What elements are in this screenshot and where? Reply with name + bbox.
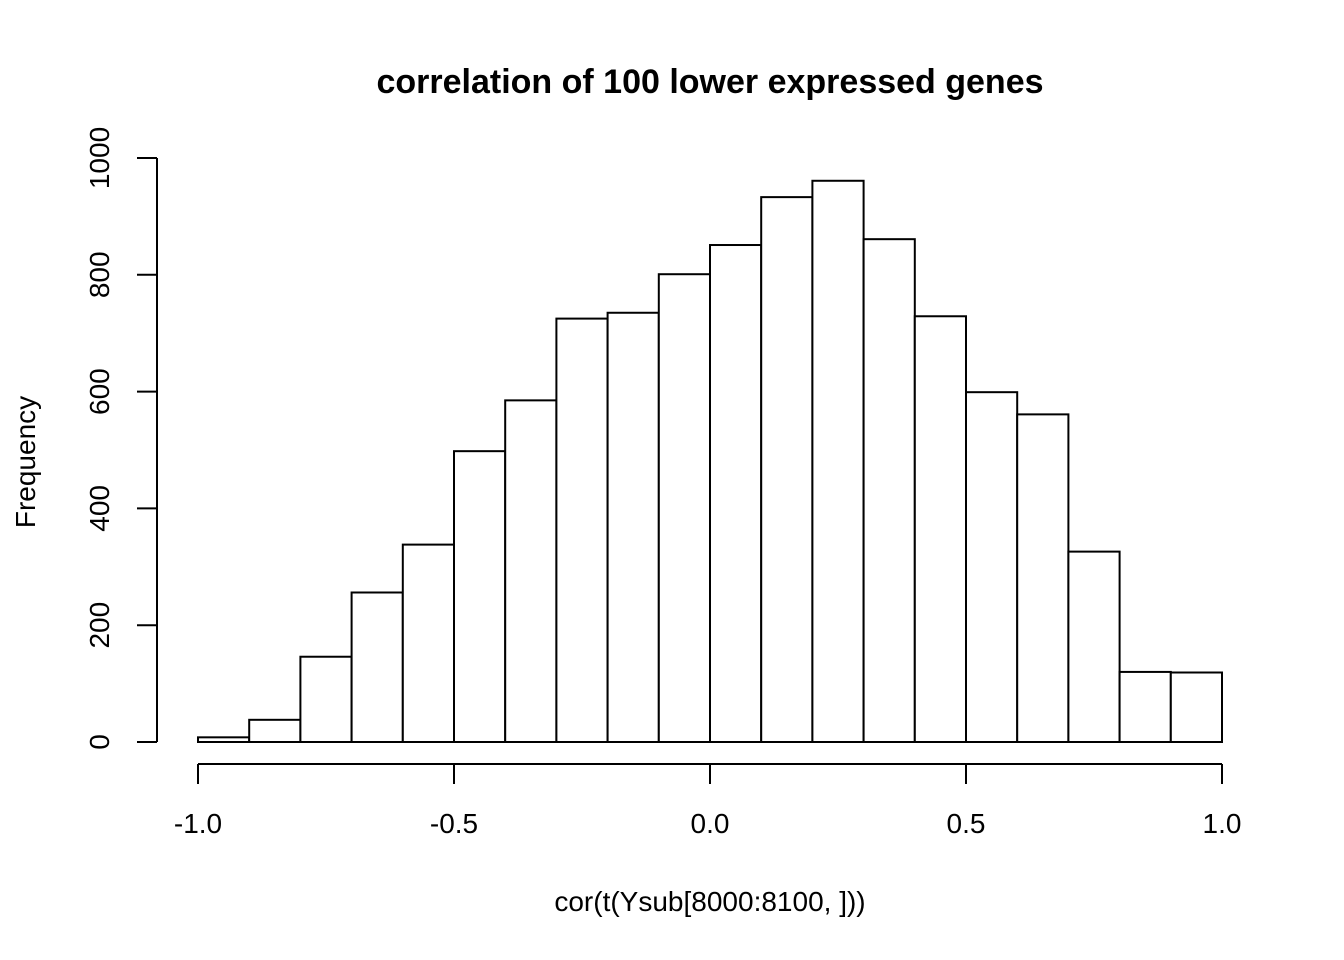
histogram-bar-10 xyxy=(657,273,711,743)
histogram-bar-8 xyxy=(555,317,609,743)
y-tick-label: 600 xyxy=(84,368,115,415)
y-tick-label: 200 xyxy=(84,602,115,649)
histogram-bar-2 xyxy=(248,718,302,743)
histogram-bar-4 xyxy=(350,591,404,743)
histogram-bars xyxy=(197,179,1224,744)
x-tick-label: 0.5 xyxy=(947,808,986,839)
histogram-bar-9 xyxy=(606,311,660,743)
y-axis-label: Frequency xyxy=(10,396,41,528)
y-tick-label: 800 xyxy=(84,251,115,298)
histogram-bar-5 xyxy=(401,543,455,743)
histogram-bar-13 xyxy=(811,179,865,743)
x-tick-label: 0.0 xyxy=(691,808,730,839)
x-axis-label: cor(t(Ysub[8000:8100, ])) xyxy=(554,886,865,917)
x-tick-label: -1.0 xyxy=(174,808,222,839)
chart-title: correlation of 100 lower expressed genes xyxy=(376,63,1043,101)
histogram-bar-3 xyxy=(299,655,353,744)
x-tick-label: 1.0 xyxy=(1203,808,1242,839)
histogram-bar-11 xyxy=(709,244,763,744)
y-axis: 0 200 400 600 800 1000 xyxy=(84,127,158,750)
histogram-bar-19 xyxy=(1118,670,1172,743)
histogram-bar-15 xyxy=(913,315,967,743)
histogram-bar-16 xyxy=(965,391,1019,743)
y-tick-label: 1000 xyxy=(84,127,115,189)
x-tick-label: -0.5 xyxy=(430,808,478,839)
histogram-bar-1 xyxy=(197,736,251,744)
histogram-bar-20 xyxy=(1169,671,1224,744)
histogram-bar-6 xyxy=(453,450,507,743)
histogram-bar-7 xyxy=(504,399,558,743)
histogram-bar-17 xyxy=(1016,413,1070,743)
histogram-bar-12 xyxy=(760,196,814,744)
x-axis: -1.0 -0.5 0.0 0.5 1.0 xyxy=(174,763,1242,839)
y-tick-label: 400 xyxy=(84,485,115,532)
histogram-bar-18 xyxy=(1067,550,1121,744)
y-tick-label: 0 xyxy=(84,734,115,750)
histogram-bar-14 xyxy=(862,238,916,743)
